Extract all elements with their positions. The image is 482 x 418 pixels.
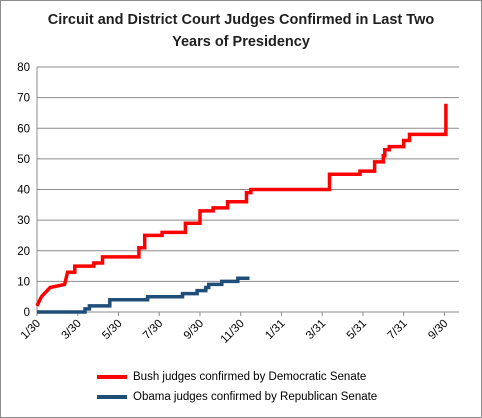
- y-tick-label: 60: [17, 123, 30, 135]
- y-tick-labels: 0 10 20 30 40 50 60 70 80: [17, 62, 30, 319]
- y-tick-label: 50: [17, 154, 30, 166]
- x-tick-label: 11/30: [219, 318, 247, 346]
- legend-entry-obama: Obama judges confirmed by Republican Sen…: [97, 387, 377, 407]
- y-tick-label: 20: [17, 246, 30, 258]
- legend-label-bush: Bush judges confirmed by Democratic Sena…: [133, 371, 367, 383]
- y-tick-label: 70: [17, 93, 30, 105]
- x-tick-label: 9/30: [426, 318, 450, 342]
- x-tick-labels: 1/30 3/30 5/30 7/30 9/30 11/30 1/31 3/31 5/31 7/3…: [19, 318, 451, 346]
- y-tick-label: 0: [24, 307, 30, 319]
- legend-label-obama: Obama judges confirmed by Republican Sen…: [133, 391, 378, 403]
- x-tick-label: 1/31: [263, 318, 287, 342]
- chart-title: Circuit and District Court Judges Confir…: [1, 9, 481, 53]
- x-tick-label: 7/30: [141, 318, 165, 342]
- series-line-obama: [37, 276, 250, 314]
- chart-title-line-1: Circuit and District Court Judges Confir…: [47, 12, 435, 28]
- y-tick-label: 30: [17, 215, 30, 227]
- y-tick-label: 40: [17, 185, 30, 197]
- x-tick-label: 7/31: [386, 318, 410, 342]
- y-tick-label: 80: [17, 62, 30, 74]
- x-tick-label: 9/30: [182, 318, 206, 342]
- legend: Bush judges confirmed by Democratic Sena…: [97, 367, 377, 407]
- legend-entry-bush: Bush judges confirmed by Democratic Sena…: [97, 367, 377, 387]
- gridlines: [37, 66, 459, 282]
- chart-title-line-2: Years of Presidency: [172, 34, 310, 50]
- series-lines: [35, 103, 448, 314]
- legend-swatch-obama: [97, 395, 127, 399]
- x-tick-label: 5/31: [345, 318, 369, 342]
- legend-swatch-bush: [97, 375, 127, 379]
- series-line-bush: [35, 103, 448, 307]
- y-tick-label: 10: [17, 276, 30, 288]
- x-tick-label: 5/30: [100, 318, 124, 342]
- x-tick-label: 1/30: [19, 318, 43, 342]
- x-tick-label: 3/30: [60, 318, 84, 342]
- x-tick-label: 3/31: [304, 318, 328, 342]
